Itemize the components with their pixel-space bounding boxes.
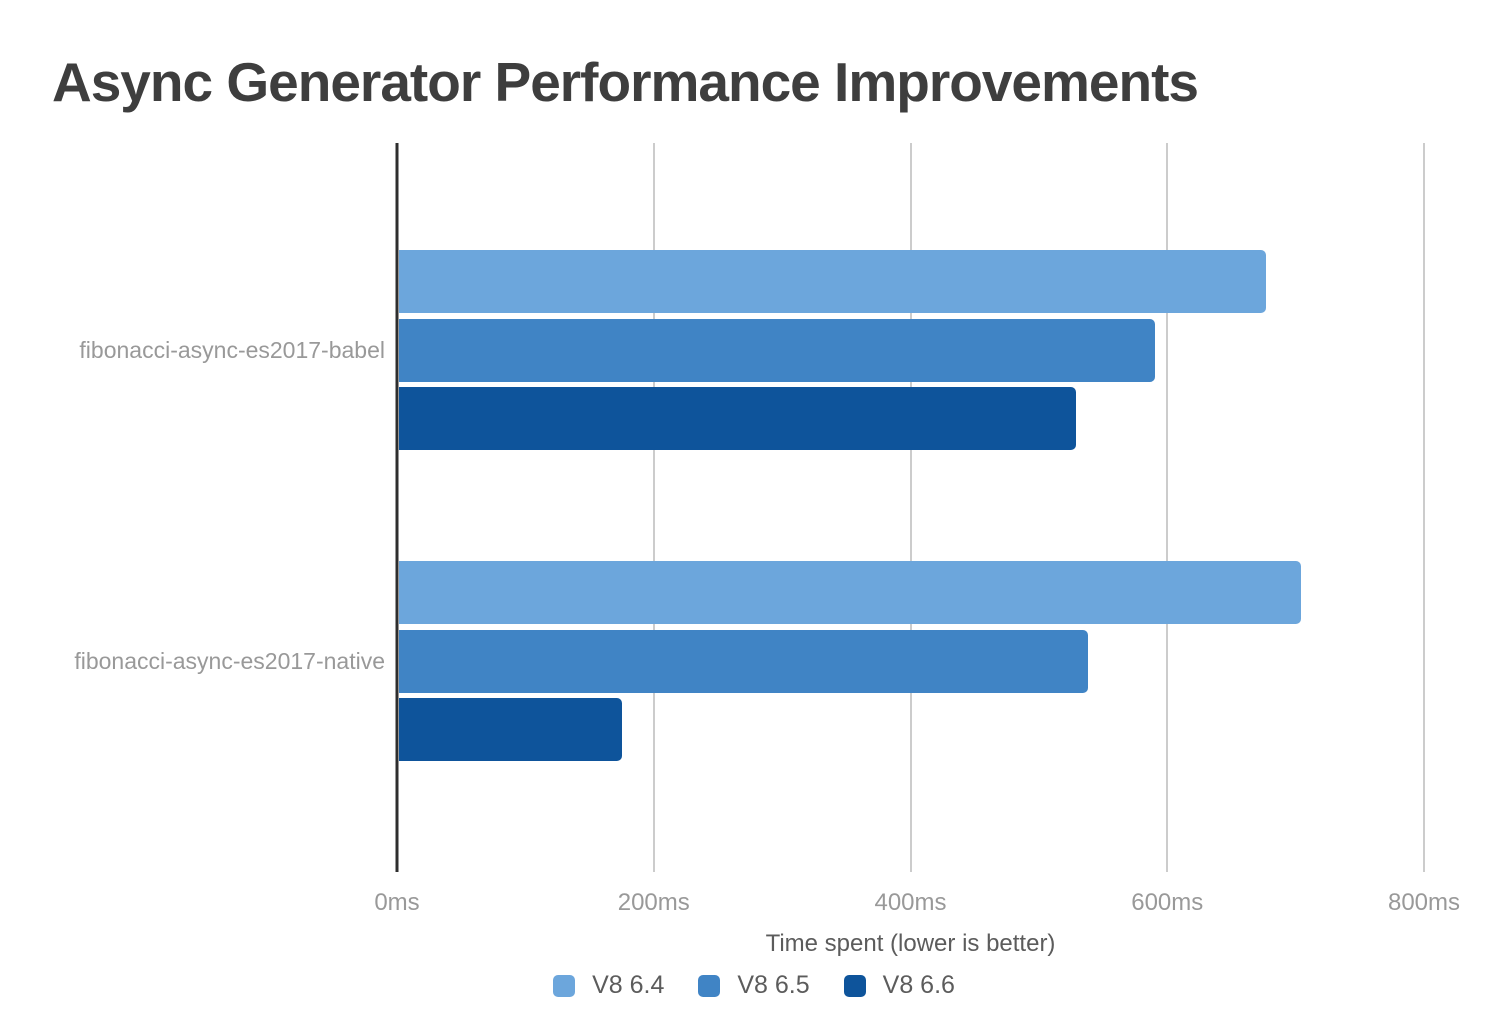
bar-fibonacci-async-es2017-babel-v8-6.5: [399, 318, 1156, 382]
bar-fibonacci-async-es2017-babel-v8-6.4: [399, 250, 1266, 313]
y-axis-line: [395, 143, 399, 872]
legend-item-v8-6.4: V8 6.4: [553, 971, 664, 1000]
gridline-200ms: [652, 143, 655, 872]
x-tick-label-800ms: 800ms: [1387, 889, 1461, 916]
category-label: fibonacci-async-es2017-native: [74, 648, 385, 674]
x-tick-label-600ms: 600ms: [1131, 889, 1204, 916]
legend: V8 6.4 V8 6.5 V8 6.6: [0, 971, 1508, 1000]
gridline-800ms: [1423, 143, 1425, 872]
bar-fibonacci-async-es2017-native-v8-6.4: [399, 561, 1302, 624]
legend-item-label: V8 6.5: [737, 971, 810, 999]
legend-item-v8-6.6: V8 6.6: [843, 971, 955, 1000]
x-tick-label-0ms: 0ms: [374, 889, 420, 916]
bar-fibonacci-async-es2017-native-v8-6.5: [399, 629, 1089, 693]
legend-item-label: V8 6.6: [882, 971, 955, 999]
legend-item-v8-6.5: V8 6.5: [698, 971, 810, 1000]
plot-area: [395, 143, 1425, 872]
legend-swatch-icon: [698, 974, 721, 997]
chart-title: Async Generator Performance Improvements: [52, 51, 1199, 113]
legend-swatch-icon: [843, 974, 866, 997]
category-label: fibonacci-async-es2017-babel: [79, 337, 385, 363]
bar-fibonacci-async-es2017-native-v8-6.6: [399, 698, 623, 761]
x-tick-label-400ms: 400ms: [874, 889, 947, 916]
gridline-400ms: [909, 143, 912, 872]
x-axis-title: Time spent (lower is better): [765, 930, 1056, 957]
legend-swatch-icon: [553, 974, 576, 997]
x-tick-label-200ms: 200ms: [617, 889, 690, 916]
gridline-600ms: [1166, 143, 1169, 872]
bar-fibonacci-async-es2017-babel-v8-6.6: [399, 387, 1076, 450]
legend-item-label: V8 6.4: [592, 971, 665, 999]
